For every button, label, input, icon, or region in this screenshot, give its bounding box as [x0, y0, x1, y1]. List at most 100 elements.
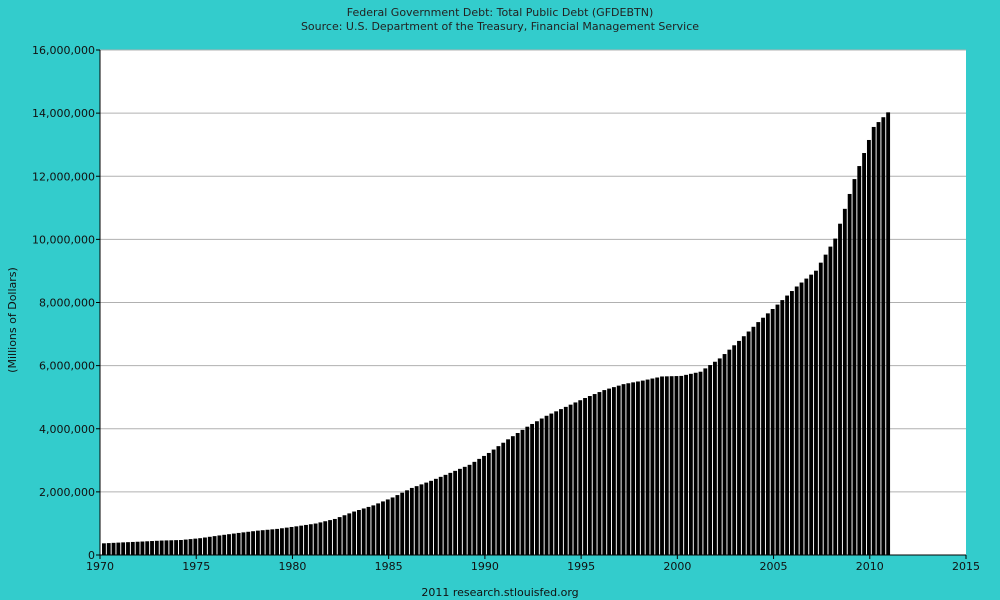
bar — [395, 495, 400, 555]
bar — [328, 520, 332, 555]
bar — [467, 464, 472, 555]
bar — [111, 542, 116, 555]
x-tick-label: 2005 — [760, 560, 788, 573]
bar — [847, 193, 852, 555]
bar — [472, 461, 477, 555]
bar — [154, 540, 159, 555]
bar — [573, 402, 578, 555]
bar — [799, 282, 804, 555]
bar — [169, 540, 174, 555]
bar — [419, 484, 424, 555]
y-tick-label: 14,000,000 — [32, 107, 95, 120]
bar — [246, 531, 251, 555]
y-tick-label: 10,000,000 — [32, 233, 95, 246]
bar — [323, 521, 328, 555]
x-tick-label: 2010 — [856, 560, 884, 573]
bar — [227, 534, 231, 555]
bar — [337, 517, 342, 555]
bar — [231, 533, 236, 555]
bar — [294, 526, 299, 555]
bar — [708, 365, 713, 555]
bar — [308, 524, 313, 555]
bar — [746, 331, 751, 555]
bar — [578, 400, 583, 555]
chart-credit: 2011 research.stlouisfed.org — [421, 586, 578, 599]
bar — [713, 361, 717, 555]
bar — [342, 515, 347, 555]
bar — [838, 223, 842, 555]
bar — [371, 505, 376, 555]
bar — [539, 418, 544, 555]
bar — [886, 112, 891, 555]
bar — [664, 376, 669, 555]
bar — [770, 308, 775, 555]
x-tick-label: 1970 — [86, 560, 114, 573]
chart-subtitle: Source: U.S. Department of the Treasury,… — [301, 20, 699, 33]
x-tick-label: 2000 — [663, 560, 691, 573]
bar — [381, 501, 385, 555]
bar — [616, 385, 621, 555]
bar — [717, 358, 722, 555]
bar — [602, 390, 607, 555]
x-tick-label: 1995 — [567, 560, 595, 573]
bar — [804, 278, 809, 555]
bar — [751, 326, 756, 555]
bar — [587, 396, 592, 555]
y-tick-label: 2,000,000 — [39, 486, 95, 499]
bar — [352, 511, 357, 555]
bar — [501, 442, 506, 555]
bar — [544, 415, 549, 555]
bar — [621, 384, 626, 555]
bar — [198, 538, 203, 555]
bar — [660, 376, 664, 555]
bar — [385, 499, 390, 555]
bar — [135, 541, 140, 555]
bar — [597, 392, 602, 555]
bar — [482, 455, 486, 555]
bar — [443, 474, 448, 555]
bar — [842, 208, 847, 555]
bar — [477, 458, 482, 555]
bar — [814, 270, 818, 555]
bar — [458, 468, 462, 555]
bar — [433, 478, 438, 555]
bar — [361, 508, 366, 555]
bar — [414, 486, 419, 555]
bar — [405, 490, 409, 555]
bar — [669, 376, 674, 555]
bar — [212, 536, 217, 555]
bar — [881, 117, 886, 556]
bar — [486, 452, 491, 555]
bar — [203, 537, 207, 555]
bar — [818, 262, 823, 555]
bar — [645, 379, 650, 555]
bar — [164, 540, 169, 555]
bar — [674, 376, 679, 555]
bar — [650, 378, 655, 555]
bar — [453, 470, 458, 555]
bar — [732, 345, 737, 555]
bar — [611, 387, 616, 555]
bar — [722, 354, 727, 555]
x-tick-label: 1985 — [375, 560, 403, 573]
bars — [102, 112, 891, 556]
bar — [390, 497, 395, 555]
x-tick-label: 1980 — [278, 560, 306, 573]
bar — [520, 429, 525, 555]
axis-ticks: 0 2,000,000 4,000,000 6,000,000 8,000,000 10,… — [32, 44, 980, 573]
chart-title: Federal Government Debt: Total Public De… — [347, 6, 654, 19]
x-tick-label: 2015 — [952, 560, 980, 573]
bar — [741, 336, 746, 555]
bar — [356, 510, 361, 555]
bar — [698, 371, 703, 555]
bar — [424, 482, 429, 555]
bar — [400, 492, 405, 555]
bar — [280, 528, 284, 555]
bar — [592, 394, 597, 555]
bar — [857, 166, 862, 555]
bar — [207, 536, 212, 555]
bar — [684, 374, 688, 555]
bar — [535, 421, 539, 555]
bar — [313, 523, 318, 555]
bar — [188, 539, 193, 555]
